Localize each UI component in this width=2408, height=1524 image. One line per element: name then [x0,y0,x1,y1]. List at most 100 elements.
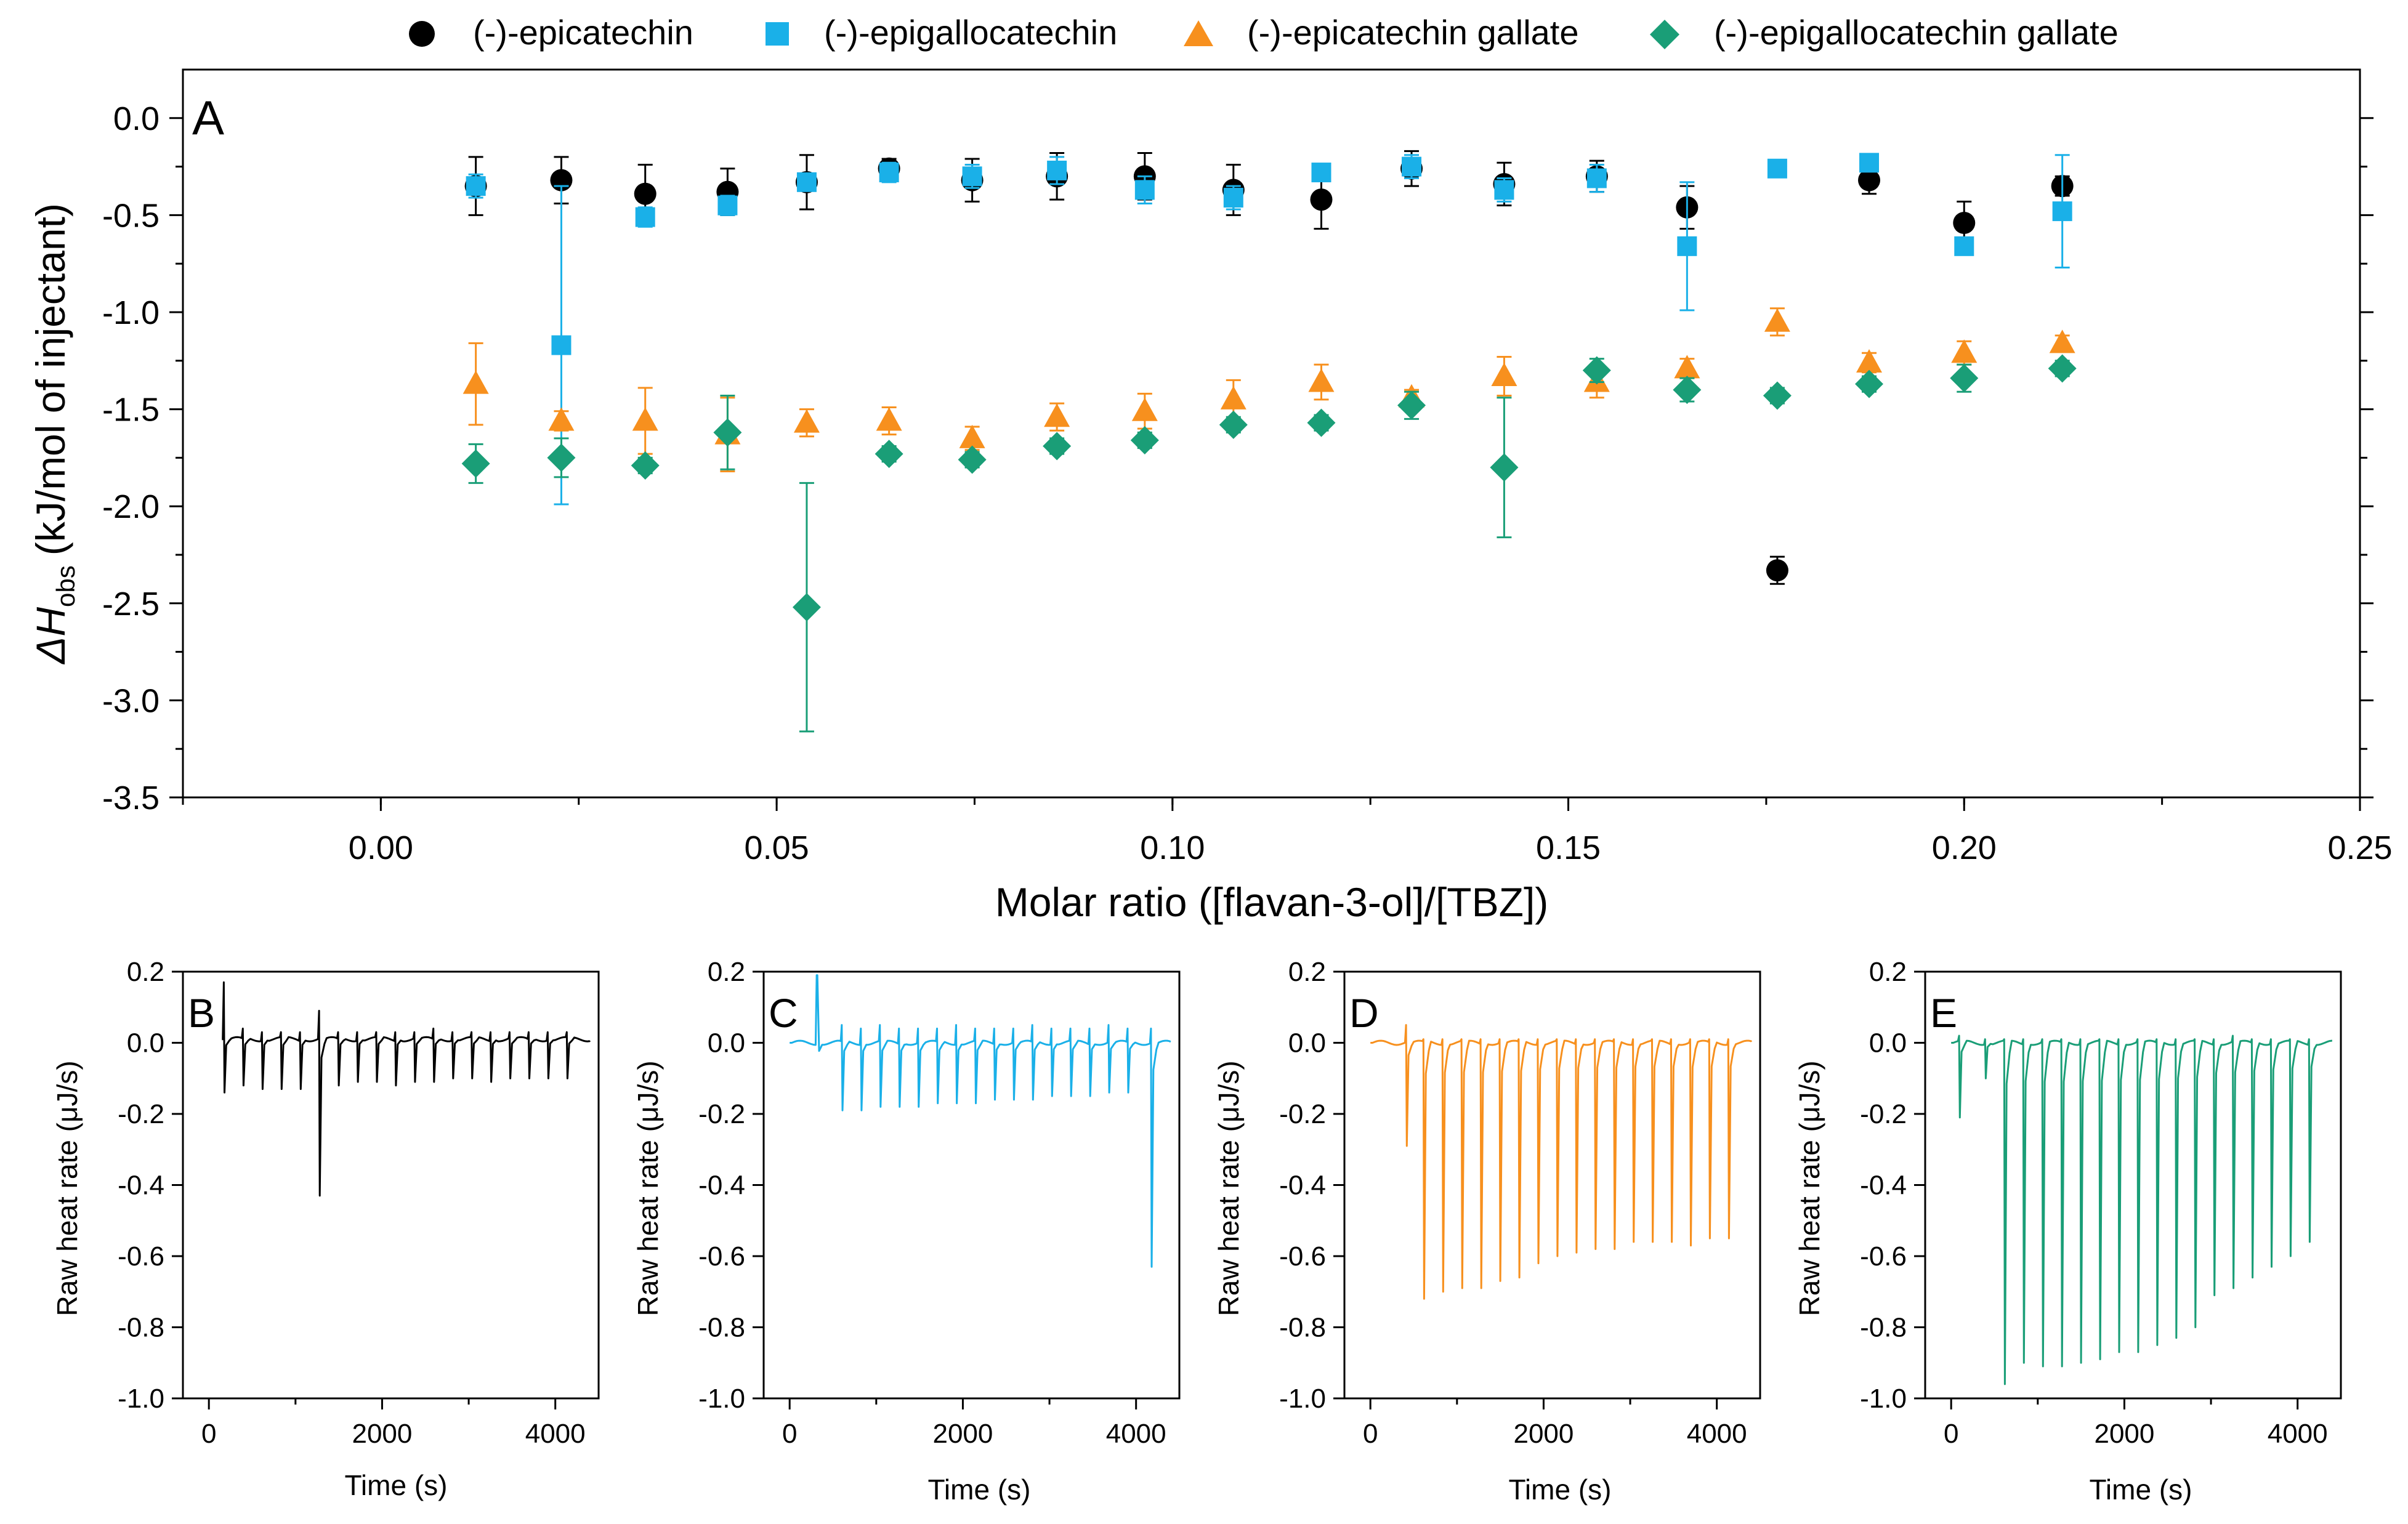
heat-rate-trace [790,974,1171,1268]
data-point [1766,559,1788,582]
data-point [1131,397,1158,421]
x-tick-label: 0.15 [1536,829,1601,866]
data-point [548,407,575,431]
y-tick-label: -1.0 [102,294,160,331]
series-epigallocatechin [466,153,2072,506]
data-point [466,176,486,196]
y-tick-label: -1.0 [1860,1384,1907,1414]
y-tick-label: 0.0 [1288,1028,1326,1058]
data-point [634,182,657,205]
y-tick-label: 0.0 [127,1028,164,1058]
y-tick-label: -0.6 [698,1241,745,1272]
data-point [1490,453,1519,482]
data-point [713,418,742,447]
x-tick-label: 0 [1944,1419,1958,1449]
y-tick-label: 0.0 [113,100,160,137]
data-point [1219,410,1248,439]
data-point [1307,408,1336,437]
data-point [1950,364,1979,393]
data-point [796,172,817,192]
y-tick-label: -0.5 [102,197,160,234]
x-tick-label: 4000 [525,1419,586,1449]
legend-marker-epicatechin-gallate [1184,20,1213,46]
y-tick-label: -2.5 [102,586,160,623]
data-point [1308,368,1335,392]
panel-c-letter: C [769,990,798,1036]
x-tick-label: 0 [1363,1419,1378,1449]
data-point [958,445,987,474]
panel-b-trace [222,981,591,1197]
data-point [2049,329,2075,353]
data-point [1763,381,1792,410]
y-tick-label: -3.5 [102,780,160,816]
panel-e-letter: E [1930,990,1957,1036]
panel-b-frame [182,970,600,1400]
data-point [1767,158,1787,179]
y-tick-label: -0.8 [1279,1313,1326,1343]
y-tick-label: -0.6 [1279,1241,1326,1272]
panel-c-trace [790,974,1171,1268]
data-point [879,163,899,183]
panel-b-axes: 0 2000 4000 0.2 0.0 -0.2 -0.4 -0.6 -0.8 -1.0 [118,957,585,1449]
panel-c-frame [762,970,1181,1400]
panel-d-trace [1370,1024,1753,1300]
data-point [1220,385,1246,409]
panel-b-y-axis-label: Raw heat rate (μJ/s) [51,1060,83,1316]
y-tick-label: -1.0 [118,1384,164,1414]
data-point [1674,355,1700,379]
data-point [1047,160,1067,180]
data-point [547,443,576,472]
data-point [2048,354,2077,383]
legend-item-epicatechin: (-)-epicatechin [409,13,693,52]
x-tick-label: 0.05 [745,829,809,866]
x-tick-label: 2000 [932,1419,993,1449]
y-label-delta-h: ΔH [28,607,73,665]
data-point [1856,349,1883,373]
panel-e: E 0 2000 4000 0.2 0.0 -0.2 -0.4 -0.6 -0.8 -1.0 Ti… [1793,957,2342,1506]
y-tick-label: -0.2 [1279,1099,1326,1129]
data-point [1764,308,1790,332]
y-tick-label: -0.2 [698,1099,745,1129]
data-point [1858,169,1881,192]
data-point [1951,339,1978,363]
data-point [1855,369,1884,398]
data-point [461,449,490,478]
data-point [1586,168,1607,188]
data-point [717,195,738,216]
panel-c-axes: 0 2000 4000 0.2 0.0 -0.2 -0.4 -0.6 -0.8 -1.0 [698,957,1166,1449]
data-point [1311,163,1331,183]
y-tick-label: -2.0 [102,488,160,525]
panel-d: D 0 2000 4000 0.2 0.0 -0.2 -0.4 -0.6 -0.8 -1.0 Ti… [1213,957,1761,1506]
panel-c: C 0 2000 4000 0.2 0.0 -0.2 -0.4 -0.6 -0.8 -1.0 Ti… [632,957,1181,1506]
data-point [875,440,903,469]
legend-marker-epigallocatechin-gallate [1650,20,1679,49]
data-point [1397,391,1426,420]
x-tick-label: 4000 [1106,1419,1166,1449]
panel-d-letter: D [1349,990,1379,1036]
y-tick-label: -0.4 [1279,1171,1326,1201]
y-tick-label: -0.6 [1860,1241,1907,1272]
legend-item-epigallocatechin: (-)-epigallocatechin [766,13,1117,52]
x-tick-label: 4000 [1687,1419,1747,1449]
x-tick-label: 0.20 [1932,829,1997,866]
y-label-units: (kJ/mol of injectant) [28,203,73,555]
data-point [1954,236,1974,256]
y-tick-label: -0.8 [698,1313,745,1343]
legend-label-epigallocatechin: (-)-epigallocatechin [824,13,1117,52]
y-label-subscript: obs [51,565,80,607]
x-tick-label: 0.25 [2327,829,2392,866]
panel-d-axes: 0 2000 4000 0.2 0.0 -0.2 -0.4 -0.6 -0.8 -1.0 [1279,957,1747,1449]
data-point [876,407,902,431]
y-tick-label: -0.4 [698,1171,745,1201]
data-point [551,335,572,355]
panel-a-series [461,150,2077,733]
panel-e-axes: 0 2000 4000 0.2 0.0 -0.2 -0.4 -0.6 -0.8 -1.0 [1860,957,2327,1449]
data-point [632,407,658,431]
y-tick-label: 0.2 [1288,957,1326,987]
data-point [1043,432,1072,461]
y-tick-label: -0.8 [1860,1313,1907,1343]
heat-rate-trace [1370,1024,1753,1300]
x-tick-label: 0.10 [1140,829,1205,866]
x-tick-label: 0.00 [349,829,413,866]
panel-a-y-axis: 0.0 -0.5 -1.0 -1.5 -2.0 -2.5 -3.0 -3.5 [102,100,2374,816]
